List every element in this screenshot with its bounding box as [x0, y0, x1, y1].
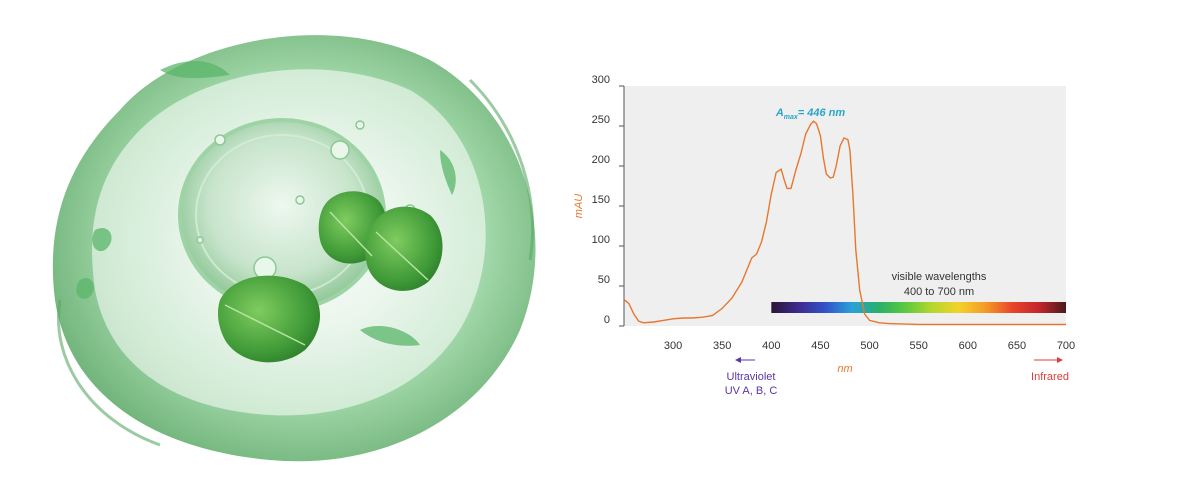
y-tick-label: 300 — [592, 74, 610, 86]
infrared-annotation: Infrared — [1031, 357, 1069, 383]
x-axis-title: nm — [837, 363, 852, 375]
y-tick-label: 200 — [592, 154, 610, 166]
lambda-max-subscript: max — [784, 114, 799, 121]
x-tick-label: 500 — [860, 340, 878, 352]
x-tick-label: 300 — [664, 340, 682, 352]
x-tick-label: 600 — [959, 340, 977, 352]
y-tick-label: 50 — [598, 274, 610, 286]
leaf-icon — [217, 191, 443, 363]
splash-streaks — [76, 60, 456, 346]
x-tick-label: 550 — [909, 340, 927, 352]
x-tick-label: 350 — [713, 340, 731, 352]
plot-background — [624, 86, 1066, 326]
y-tick-label: 0 — [604, 314, 610, 326]
lambda-max-label: Amax= 446 nm — [775, 107, 846, 121]
x-tick-label: 400 — [762, 340, 780, 352]
ultraviolet-annotation: Ultraviolet UV A, B, C — [725, 357, 778, 397]
lambda-max-symbol: A — [775, 107, 784, 119]
y-axis-ticks: 0 50 100 150 200 250 300 — [592, 74, 624, 327]
bubbles — [196, 120, 416, 280]
lambda-max-value: = 446 nm — [798, 107, 846, 119]
x-tick-label: 450 — [811, 340, 829, 352]
x-tick-label: 700 — [1057, 340, 1075, 352]
x-tick-label: 650 — [1008, 340, 1026, 352]
y-axis-title: mAU — [573, 194, 585, 219]
visible-range-label: 400 to 700 nm — [904, 286, 974, 298]
uv-label: Ultraviolet — [727, 371, 776, 383]
absorbance-series-line — [623, 120, 1066, 326]
visible-spectrum-bar — [771, 302, 1066, 313]
y-tick-label: 100 — [592, 234, 610, 246]
absorbance-spectrum-chart: 0 50 100 150 200 250 300 300 350 400 450 500 550 600… — [573, 74, 1075, 397]
y-tick-label: 150 — [592, 194, 610, 206]
visible-wavelengths-label: visible wavelengths — [892, 271, 987, 283]
uv-sub-label: UV A, B, C — [725, 385, 778, 397]
x-axis-ticks: 300 350 400 450 500 550 600 650 700 — [664, 340, 1075, 352]
water-splash-leaves-image — [52, 35, 536, 462]
y-tick-label: 250 — [592, 114, 610, 126]
ir-label: Infrared — [1031, 371, 1069, 383]
